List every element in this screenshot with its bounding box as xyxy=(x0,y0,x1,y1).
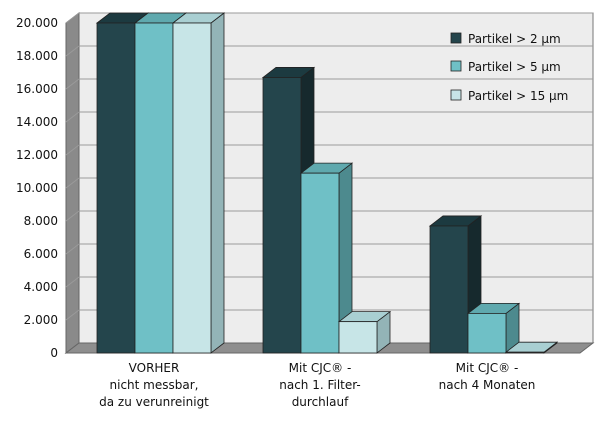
bar-front xyxy=(96,22,136,354)
bar xyxy=(299,162,354,354)
bar xyxy=(466,302,521,354)
x-tick-label-line: da zu verunreinigt xyxy=(99,395,209,409)
x-tick-label-line: Mit CJC® - xyxy=(456,361,519,375)
bars xyxy=(95,12,559,354)
gridline-side xyxy=(65,243,80,255)
bar-front xyxy=(172,22,212,354)
gridline-side xyxy=(65,78,80,90)
legend: Partikel > 2 µm Partikel > 5 µm Partikel >… xyxy=(450,32,568,103)
gridline-side xyxy=(65,210,80,222)
x-tick-label: VORHER nicht messbar, da zu verunreinigt xyxy=(99,361,209,409)
gridline-side xyxy=(65,12,80,24)
x-tick-label-line: VORHER xyxy=(129,361,180,375)
bar-front xyxy=(300,172,340,354)
x-tick-label: Mit CJC® - nach 1. Filter-durchlauf xyxy=(279,361,361,409)
gridline-side xyxy=(65,45,80,57)
y-tick-label: 4.000 xyxy=(24,280,58,294)
y-tick-label: 16.000 xyxy=(16,82,58,96)
legend-label: Partikel > 15 µm xyxy=(468,89,568,103)
bar-front xyxy=(262,77,302,354)
y-tick-label: 12.000 xyxy=(16,148,58,162)
legend-swatch xyxy=(450,60,462,72)
bar-front xyxy=(467,312,507,354)
legend-label: Partikel > 2 µm xyxy=(468,32,561,46)
y-tick-label: 20.000 xyxy=(16,16,58,30)
legend-swatch xyxy=(450,32,462,44)
bar-side xyxy=(210,12,225,354)
y-tick-label: 8.000 xyxy=(24,214,58,228)
x-tick-label-line: nicht messbar, xyxy=(110,378,199,392)
y-tick-label: 2.000 xyxy=(24,313,58,327)
gridline-side xyxy=(65,177,80,189)
bar-front xyxy=(338,321,378,354)
x-tick-label: Mit CJC® - nach 4 Monaten xyxy=(439,361,536,392)
bar-front xyxy=(505,351,545,354)
bar xyxy=(504,341,559,354)
x-tick-label-line: durchlauf xyxy=(292,395,349,409)
gridline-side xyxy=(65,309,80,321)
y-tick-label: 10.000 xyxy=(16,181,58,195)
gridline-side xyxy=(65,111,80,123)
bar xyxy=(337,310,392,354)
y-tick-label: 0 xyxy=(50,346,58,360)
bar-front xyxy=(134,22,174,354)
legend-swatch xyxy=(450,89,462,101)
legend-label: Partikel > 5 µm xyxy=(468,60,561,74)
x-tick-label-line: Mit CJC® - xyxy=(289,361,352,375)
x-tick-label-line: nach 4 Monaten xyxy=(439,378,536,392)
x-tick-label-line: nach 1. Filter- xyxy=(279,378,361,392)
y-tick-label: 14.000 xyxy=(16,115,58,129)
y-axis: 0 2.000 4.000 6.000 8.000 10.000 12.000 14.000 1… xyxy=(16,16,58,360)
gridline-side xyxy=(65,276,80,288)
x-axis: VORHER nicht messbar, da zu verunreinigt Mi… xyxy=(99,361,535,409)
y-tick-label: 6.000 xyxy=(24,247,58,261)
gridline-side xyxy=(65,144,80,156)
y-tick-label: 18.000 xyxy=(16,49,58,63)
bar-front xyxy=(429,225,469,354)
bar xyxy=(171,12,226,354)
